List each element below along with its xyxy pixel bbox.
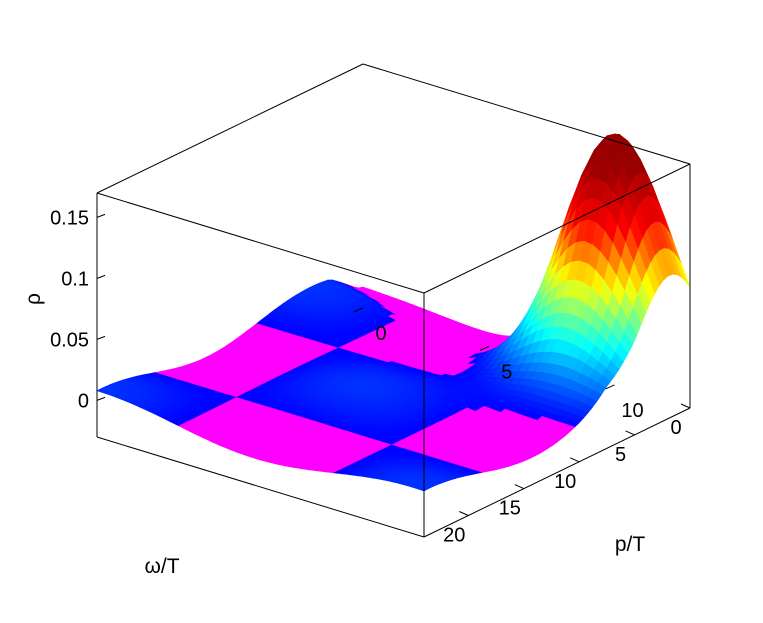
y-tick-label: 0 [375, 323, 386, 345]
z-tick-label: 0 [78, 390, 89, 412]
z-axis-label: ρ [22, 293, 45, 305]
x-tick [459, 511, 469, 516]
z-tick-label: 0.05 [50, 329, 89, 351]
x-tick [569, 457, 580, 463]
y-tick-label: 5 [501, 362, 512, 384]
x-tick-label: 5 [615, 444, 626, 466]
x-tick [514, 484, 525, 490]
x-axis-label: ω/T [144, 555, 179, 578]
y-tick [605, 384, 615, 390]
x-tick-label: 0 [670, 417, 681, 439]
box-top-edge [96, 192, 425, 294]
z-tick [96, 396, 106, 401]
y-tick-label: 10 [621, 400, 643, 422]
x-tick-label: 20 [443, 525, 465, 547]
box-floor-edge [96, 436, 425, 538]
box-top-edge [423, 163, 691, 294]
z-tick-label: 0.1 [61, 268, 89, 290]
z-tick-label: 0.15 [50, 207, 89, 229]
x-tick-label: 15 [499, 498, 521, 520]
axis-ticks: 0 0.05 0.1 0.15 0 5 10 15 20 0 5 10 [50, 207, 691, 547]
surface-mesh [96, 133, 691, 492]
x-tick [625, 430, 635, 436]
y-tick [479, 346, 490, 351]
axis-labels: ρ ω/T p/T [22, 293, 645, 578]
y-axis-label: p/T [615, 533, 646, 556]
box-top-edge [96, 63, 364, 194]
z-tick [96, 213, 106, 218]
x-tick-label: 10 [554, 471, 576, 493]
z-tick [96, 274, 106, 279]
box-floor-edge [423, 407, 691, 538]
y-tick [353, 307, 364, 313]
z-tick [96, 335, 106, 340]
axes-box [96, 63, 691, 538]
box-top-edge [362, 63, 691, 165]
x-tick [680, 403, 691, 409]
